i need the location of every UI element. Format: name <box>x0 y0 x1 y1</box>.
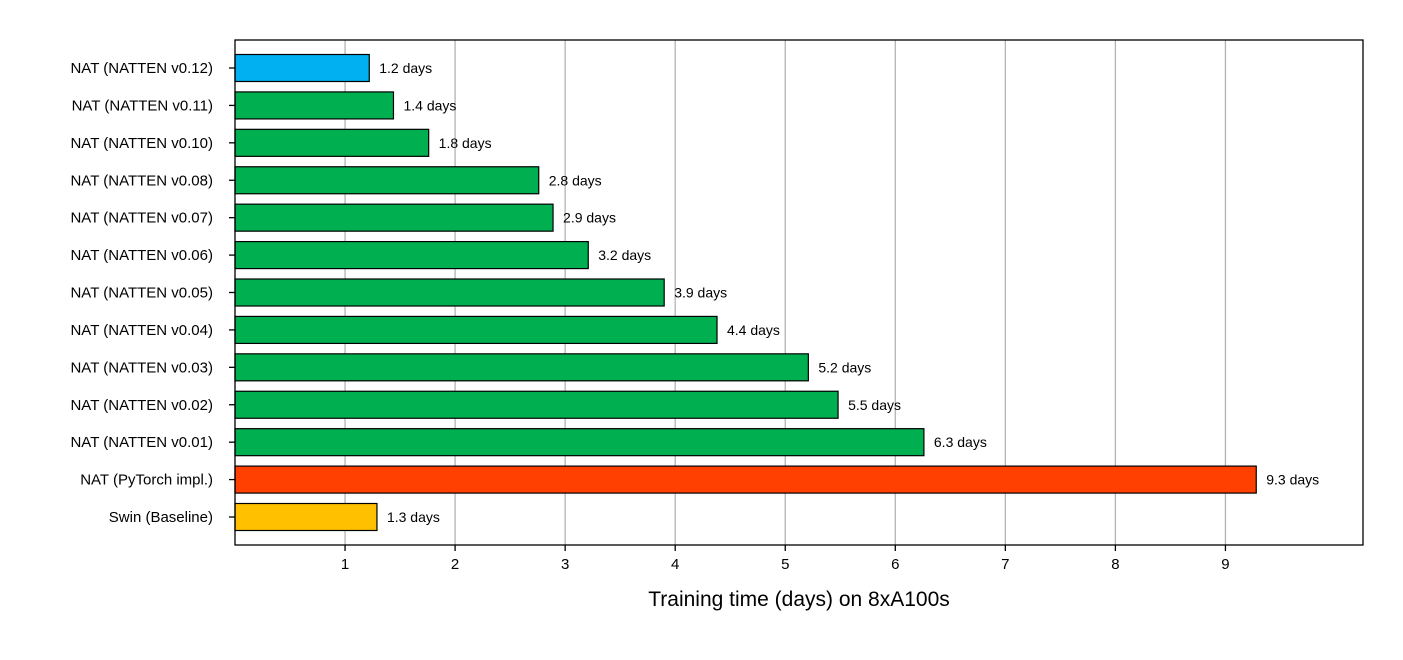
category-label: NAT (NATTEN v0.06) <box>70 247 213 264</box>
category-label: NAT (NATTEN v0.08) <box>70 172 213 189</box>
category-label: NAT (NATTEN v0.05) <box>70 285 213 302</box>
bar <box>234 53 370 83</box>
y-axis-ticks <box>229 67 235 518</box>
bar <box>234 91 395 120</box>
x-tick-label: 9 <box>1221 556 1229 573</box>
category-label: NAT (NATTEN v0.07) <box>70 210 213 227</box>
category-label: NAT (NATTEN v0.12) <box>70 60 213 77</box>
bar <box>234 278 665 307</box>
category-label: NAT (NATTEN v0.01) <box>70 434 213 451</box>
bar <box>234 203 554 232</box>
bar <box>234 240 589 270</box>
bar <box>234 166 540 195</box>
data-label: 5.5 days <box>848 397 901 413</box>
bar <box>234 428 925 457</box>
category-label: Swin (Baseline) <box>109 509 213 526</box>
value-labels: 1.2 days 1.4 days 1.8 days 2.8 days 2.9 days… <box>379 60 1319 525</box>
x-tick-label: 6 <box>891 556 899 573</box>
x-axis-title: Training time (days) on 8xA100s <box>648 588 950 611</box>
data-label: 5.2 days <box>818 359 871 375</box>
category-labels: NAT (NATTEN v0.12) NAT (NATTEN v0.11) NAT … <box>70 60 213 526</box>
x-tick-label: 2 <box>451 556 459 573</box>
bar-layer <box>234 53 1257 532</box>
bar <box>234 502 378 532</box>
data-label: 3.9 days <box>674 285 727 301</box>
x-tick-label: 1 <box>341 556 349 573</box>
data-label: 1.8 days <box>439 135 492 151</box>
data-label: 9.3 days <box>1266 472 1319 488</box>
bar <box>234 353 809 382</box>
x-tick-label: 5 <box>781 556 789 573</box>
x-tick-label: 8 <box>1111 556 1119 573</box>
category-label: NAT (NATTEN v0.03) <box>70 359 213 376</box>
data-label: 1.2 days <box>379 60 432 76</box>
data-label: 2.8 days <box>549 172 602 188</box>
grid-layer <box>344 40 1227 545</box>
data-label: 1.4 days <box>403 97 456 113</box>
category-label: NAT (NATTEN v0.11) <box>72 97 213 114</box>
data-label: 6.3 days <box>934 434 987 450</box>
x-axis-ticks: 1 2 3 4 5 6 7 8 9 <box>341 545 1230 573</box>
data-label: 4.4 days <box>727 322 780 338</box>
category-label: NAT (NATTEN v0.02) <box>70 397 213 414</box>
data-label: 1.3 days <box>387 509 440 525</box>
x-tick-label: 3 <box>561 556 569 573</box>
category-label: NAT (NATTEN v0.04) <box>70 322 213 339</box>
x-tick-label: 7 <box>1001 556 1009 573</box>
data-label: 2.9 days <box>563 210 616 226</box>
category-label: NAT (PyTorch impl.) <box>80 472 213 489</box>
data-label: 3.2 days <box>598 247 651 263</box>
bar <box>234 390 839 419</box>
category-label: NAT (NATTEN v0.10) <box>70 135 213 152</box>
bar <box>234 315 718 345</box>
x-tick-label: 4 <box>671 556 679 573</box>
bar <box>234 465 1257 494</box>
bar <box>234 128 430 157</box>
